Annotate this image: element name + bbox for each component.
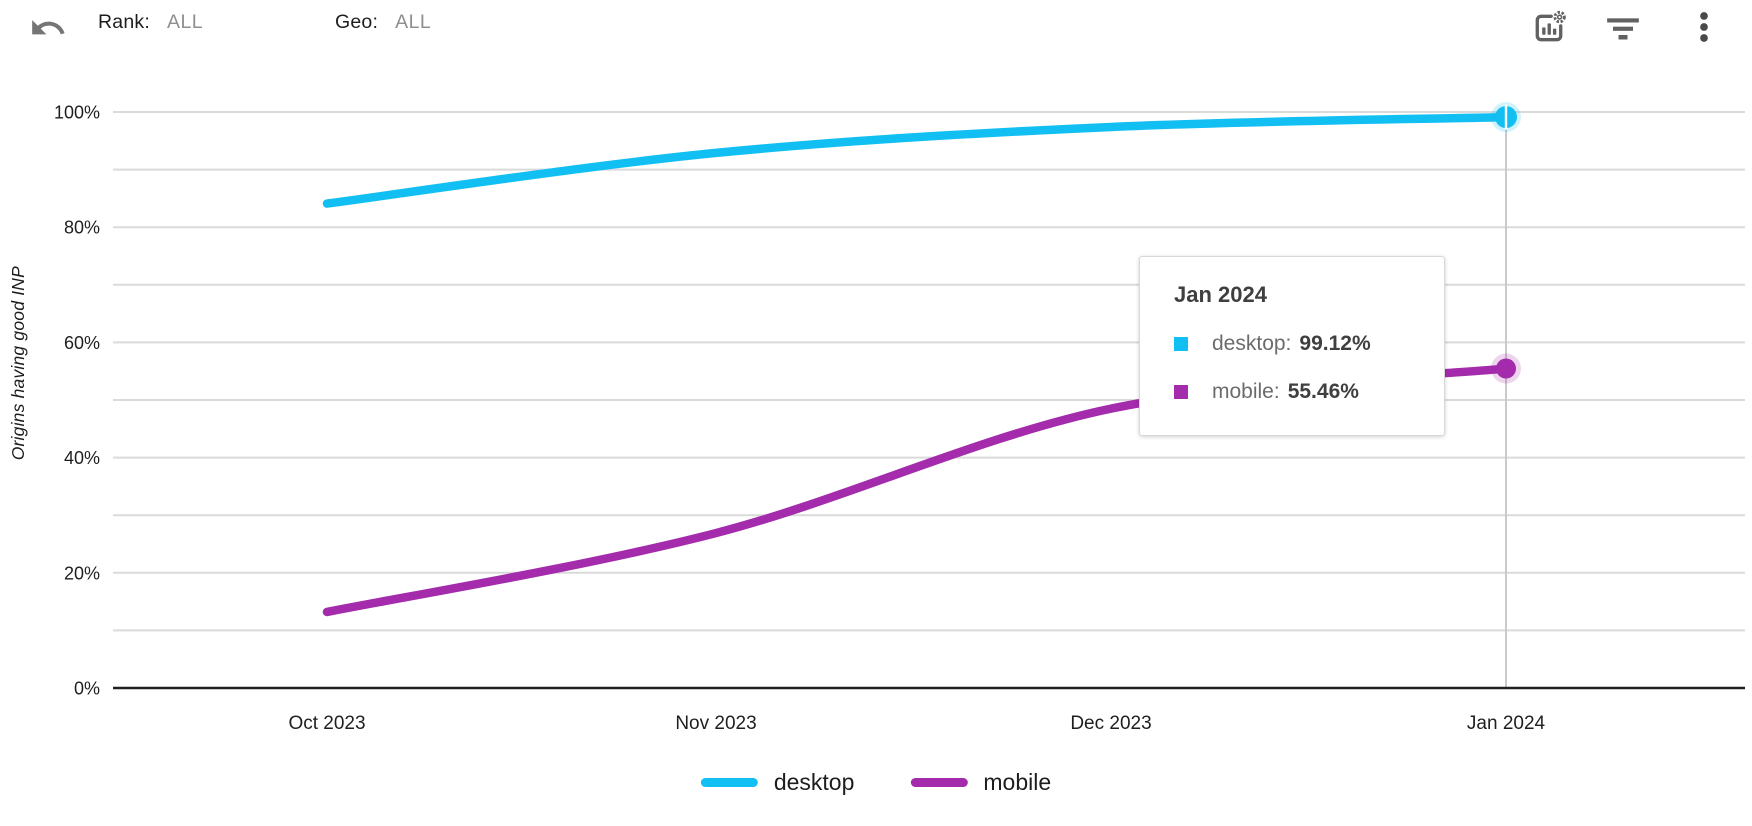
x-tick-label: Nov 2023	[675, 713, 756, 734]
tooltip-title: Jan 2024	[1174, 282, 1267, 307]
x-tick-label: Dec 2023	[1070, 713, 1151, 734]
mobile-legend-swatch	[910, 778, 968, 787]
desktop-series-swatch	[1174, 337, 1188, 351]
tooltip-value: 55.46%	[1287, 380, 1359, 403]
legend-label: mobile	[983, 769, 1052, 795]
series-line-desktop	[322, 112, 1511, 208]
legend-item-mobile: mobile	[910, 769, 1051, 796]
more-vertical-icon	[1684, 7, 1724, 47]
y-axis-title: Origins having good INP	[8, 266, 28, 461]
tooltip-row-mobile: mobile: 55.46%	[1174, 380, 1410, 404]
chart-tooltip: Jan 2024 desktop: 99.12% mobile: 55.46%	[1139, 256, 1445, 436]
geo-filter-control[interactable]: Geo: ALL	[335, 11, 431, 34]
y-tick-label: 0%	[74, 679, 100, 699]
legend-label: desktop	[773, 769, 855, 795]
chart-settings-button[interactable]	[1524, 3, 1574, 53]
undo-icon	[29, 9, 67, 47]
rank-filter-label: Rank:	[98, 11, 150, 33]
y-tick-label: 20%	[64, 563, 100, 583]
tooltip-row-desktop: desktop: 99.12%	[1174, 332, 1410, 356]
chart-legend: desktop mobile	[700, 769, 1051, 796]
tooltip-label: mobile:	[1212, 380, 1280, 403]
mobile-point-marker	[1496, 358, 1516, 379]
filter-button[interactable]	[1600, 5, 1646, 51]
y-tick-label: 100%	[54, 103, 100, 123]
y-tick-label: 60%	[64, 333, 100, 353]
chart-toolbar: Rank: ALL Geo: ALL	[0, 0, 1752, 56]
x-tick-label: Oct 2023	[288, 713, 365, 734]
more-options-button[interactable]	[1680, 3, 1728, 51]
desktop-legend-swatch	[700, 778, 758, 787]
geo-filter-value[interactable]: ALL	[395, 11, 432, 33]
rank-filter-control[interactable]: Rank: ALL	[98, 11, 203, 34]
geo-filter-label: Geo:	[335, 11, 379, 33]
y-tick-label: 80%	[64, 218, 100, 238]
legend-item-desktop: desktop	[700, 769, 855, 796]
tooltip-label: desktop:	[1212, 332, 1292, 355]
chart-settings-icon	[1530, 9, 1568, 47]
rank-filter-value[interactable]: ALL	[166, 11, 204, 33]
tooltip-value: 99.12%	[1299, 332, 1371, 355]
x-tick-label: Jan 2024	[1467, 713, 1546, 734]
y-tick-label: 40%	[64, 448, 100, 468]
mobile-series-swatch	[1174, 385, 1188, 399]
filter-list-icon	[1603, 8, 1643, 48]
undo-button[interactable]	[26, 6, 70, 50]
